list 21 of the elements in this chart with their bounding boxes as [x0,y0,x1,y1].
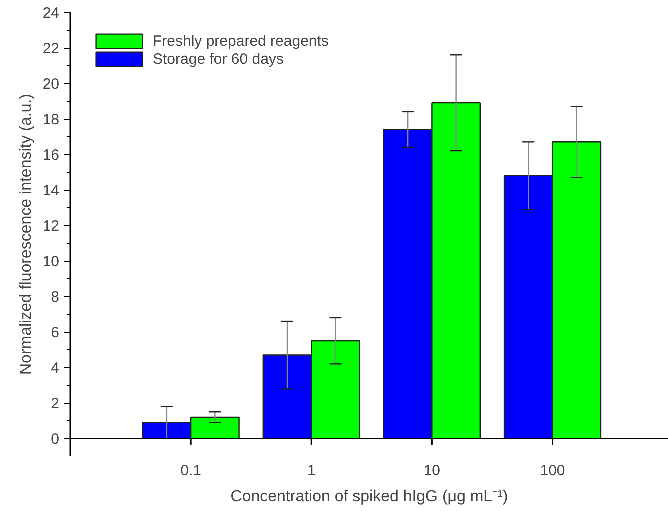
x-tick-label: 0.1 [180,462,202,480]
y-tick-label: 22 [42,40,60,58]
y-tick-label: 6 [51,324,60,342]
y-tick-label: 18 [42,112,60,129]
y-tick-label: 14 [42,182,60,200]
x-axis-title: Concentration of spiked hIgG (μg mL⁻¹) [230,488,508,506]
legend-label: Storage for 60 days [153,50,284,68]
y-tick-label: 2 [51,396,60,413]
y-tick-label: 10 [42,254,60,271]
legend-label: Freshly prepared reagents [153,32,329,50]
y-tick-label: 16 [42,147,60,164]
x-tick-label: 1 [307,462,316,480]
y-tick-label: 4 [51,360,60,378]
y-tick-label: 8 [51,289,60,306]
x-tick-label: 10 [424,462,441,480]
y-tick-label: 12 [42,218,60,236]
y-tick-label: 24 [42,5,60,22]
y-tick-label: 0 [51,431,60,448]
y-tick-label: 20 [42,76,60,94]
x-tick-label: 100 [540,462,566,480]
y-axis-title: Normalized fluorescence intensity (a.u.) [18,94,35,376]
